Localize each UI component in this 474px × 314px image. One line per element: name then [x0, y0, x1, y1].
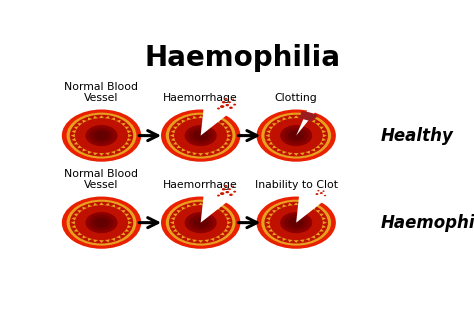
Circle shape — [222, 188, 226, 191]
Circle shape — [233, 191, 236, 192]
Polygon shape — [265, 115, 327, 156]
Circle shape — [174, 205, 228, 240]
Circle shape — [75, 118, 128, 153]
Circle shape — [229, 106, 233, 109]
Circle shape — [93, 217, 109, 228]
Circle shape — [284, 215, 308, 230]
Circle shape — [220, 192, 224, 195]
Text: Normal Blood
Vessel: Normal Blood Vessel — [64, 169, 138, 191]
Circle shape — [185, 125, 217, 146]
Circle shape — [93, 130, 109, 141]
Circle shape — [90, 215, 113, 230]
Circle shape — [324, 195, 326, 196]
Text: Haemophilia: Haemophilia — [145, 44, 341, 72]
Circle shape — [264, 115, 328, 156]
Circle shape — [229, 194, 233, 196]
Circle shape — [270, 205, 323, 240]
Circle shape — [270, 118, 323, 153]
Circle shape — [70, 202, 133, 244]
Wedge shape — [201, 195, 228, 223]
Circle shape — [224, 98, 228, 100]
Circle shape — [288, 217, 304, 228]
Circle shape — [316, 193, 319, 195]
Polygon shape — [71, 203, 132, 243]
Circle shape — [224, 185, 228, 187]
Text: Haemophilia: Haemophilia — [381, 214, 474, 232]
Circle shape — [228, 101, 231, 103]
Circle shape — [256, 197, 336, 249]
Wedge shape — [296, 195, 323, 223]
Text: Haemorrhage: Haemorrhage — [164, 181, 238, 191]
Text: Healthy: Healthy — [381, 127, 454, 145]
Circle shape — [226, 191, 229, 193]
Circle shape — [264, 202, 328, 244]
Circle shape — [174, 118, 228, 153]
Circle shape — [62, 110, 141, 162]
Circle shape — [256, 110, 336, 162]
Circle shape — [169, 202, 232, 244]
Text: Normal Blood
Vessel: Normal Blood Vessel — [64, 82, 138, 103]
Circle shape — [161, 197, 240, 249]
Circle shape — [166, 113, 236, 159]
Polygon shape — [71, 115, 132, 156]
Circle shape — [217, 107, 220, 110]
Circle shape — [85, 125, 118, 146]
Circle shape — [85, 212, 118, 233]
Circle shape — [66, 113, 137, 159]
Circle shape — [232, 99, 234, 100]
Circle shape — [189, 128, 213, 143]
Wedge shape — [296, 109, 316, 136]
Wedge shape — [201, 108, 228, 136]
Circle shape — [75, 205, 128, 240]
Circle shape — [320, 192, 323, 194]
Text: Haemorrhage: Haemorrhage — [164, 94, 238, 103]
Circle shape — [228, 188, 231, 190]
Wedge shape — [300, 111, 319, 122]
Text: Inability to Clot: Inability to Clot — [255, 181, 337, 191]
Circle shape — [322, 191, 325, 192]
Circle shape — [169, 115, 232, 156]
Circle shape — [193, 217, 209, 228]
Circle shape — [233, 104, 236, 106]
Circle shape — [261, 200, 331, 246]
Circle shape — [217, 195, 220, 197]
Circle shape — [284, 128, 308, 143]
Circle shape — [70, 115, 133, 156]
Circle shape — [62, 197, 141, 249]
Text: Clotting: Clotting — [275, 94, 318, 103]
Polygon shape — [170, 115, 231, 156]
Circle shape — [189, 215, 213, 230]
Circle shape — [185, 212, 217, 233]
Circle shape — [226, 104, 229, 106]
Polygon shape — [265, 203, 327, 243]
Circle shape — [220, 105, 224, 108]
Circle shape — [288, 130, 304, 141]
Circle shape — [166, 200, 236, 246]
Circle shape — [161, 110, 240, 162]
Circle shape — [66, 200, 137, 246]
Circle shape — [280, 212, 312, 233]
Circle shape — [280, 125, 312, 146]
Circle shape — [317, 190, 319, 192]
Circle shape — [193, 130, 209, 141]
Circle shape — [232, 186, 234, 187]
Circle shape — [90, 128, 113, 143]
Polygon shape — [170, 203, 231, 243]
Circle shape — [222, 101, 226, 103]
Circle shape — [261, 113, 331, 159]
